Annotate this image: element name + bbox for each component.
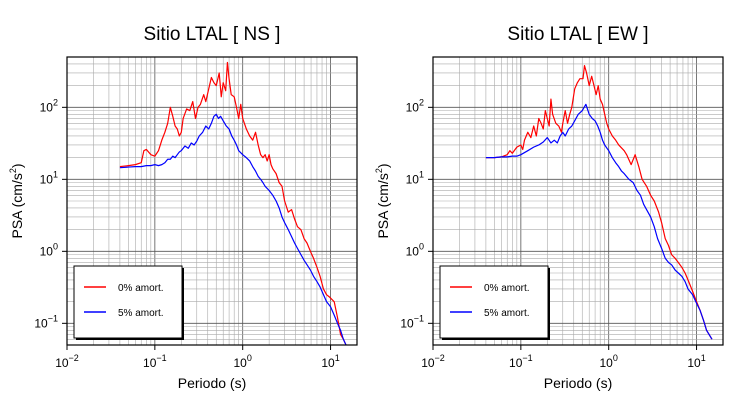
legend-box (73, 265, 183, 339)
plot-frame (66, 56, 358, 346)
chart-panel-1: Sitio LTAL [ NS ] 10−2 10−1 100 101 10−1 100 10… (8, 24, 358, 391)
series-line-5pct (119, 113, 347, 346)
y-tick-label: 101 (40, 169, 58, 186)
y-axis-label: PSA (cm/s2) (8, 163, 25, 238)
grid (66, 56, 358, 346)
y-tick-label: 10−1 (34, 313, 58, 330)
legend: 0% amort. 5% amort. (439, 265, 550, 340)
legend-box (439, 265, 549, 339)
x-tick-label: 10−1 (143, 353, 167, 370)
series-line-5pct (485, 103, 713, 340)
y-tick-label: 101 (406, 169, 424, 186)
x-tick-label: 10−2 (55, 353, 79, 370)
legend-label: 0% amort. (484, 283, 530, 294)
x-axis-label: Periodo (s) (544, 375, 612, 391)
x-axis-label: Periodo (s) (178, 375, 246, 391)
x-tick-label: 10−2 (421, 353, 445, 370)
y-axis-label: PSA (cm/s2) (374, 163, 391, 238)
series-line-0pct (119, 61, 347, 346)
y-tick-label: 100 (406, 241, 424, 258)
legend-label: 0% amort. (118, 283, 164, 294)
y-tick-label: 100 (40, 241, 58, 258)
series-line-0pct (485, 64, 713, 340)
y-tick-label: 102 (40, 97, 58, 114)
x-tick-label: 100 (234, 353, 252, 370)
chart-panel-2: Sitio LTAL [ EW ] 10−2 10−1 100 101 10−1 100 10… (374, 24, 724, 391)
legend-label: 5% amort. (118, 308, 164, 319)
legend-label: 5% amort. (484, 308, 530, 319)
x-tick-label: 101 (321, 353, 339, 370)
x-tick-label: 10−1 (509, 353, 533, 370)
y-tick-label: 10−1 (400, 313, 424, 330)
legend: 0% amort. 5% amort. (73, 265, 184, 340)
x-tick-label: 101 (687, 353, 705, 370)
chart-title: Sitio LTAL [ NS ] (144, 24, 281, 45)
chart-title: Sitio LTAL [ EW ] (507, 24, 648, 45)
x-tick-label: 100 (600, 353, 618, 370)
plot-frame (432, 56, 724, 346)
y-tick-label: 102 (406, 97, 424, 114)
